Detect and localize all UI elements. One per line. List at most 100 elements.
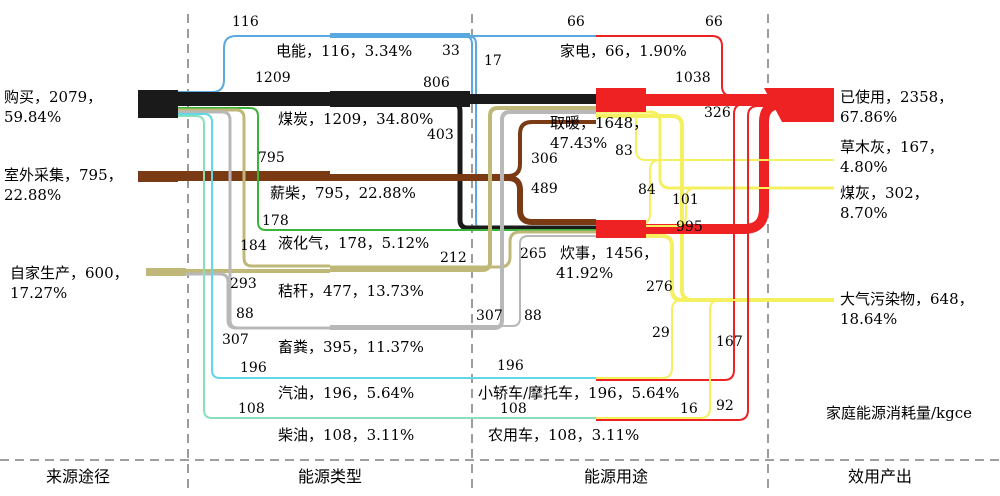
- column-headers: 来源途径 能源类型 能源用途 效用产出: [46, 467, 912, 486]
- out-used-pct: 67.86%: [840, 108, 897, 126]
- val-cook-air: 276: [646, 279, 673, 295]
- col-header-source: 来源途径: [46, 467, 110, 486]
- val-diesel-farm: 108: [500, 401, 527, 417]
- source-self-label: 自家生产，600，: [10, 264, 129, 282]
- val-car-used: 167: [716, 334, 743, 350]
- use-heating-label: 取暖，1648，: [550, 114, 648, 132]
- use-cooking-label: 炊事，1456，: [560, 244, 658, 262]
- type-wood-label: 薪柴，795，22.88%: [270, 184, 416, 202]
- flow-straw-cook: [330, 230, 596, 269]
- node-buy: [138, 90, 178, 118]
- flow-buy-gasoline: [138, 113, 330, 379]
- val-buy-coal: 1209: [255, 70, 291, 86]
- type-gasoline-label: 汽油，196，5.64%: [278, 384, 414, 402]
- flow-buy-electric: [138, 35, 330, 93]
- val-coal-cook: 403: [427, 127, 454, 143]
- val-self-straw: 293: [230, 276, 257, 292]
- out-used-label: 已使用，2358，: [840, 88, 953, 106]
- node-gather: [138, 171, 178, 182]
- val-cook-coalash: 101: [672, 192, 699, 208]
- out-coalash-label: 煤灰，302，: [840, 184, 929, 202]
- use-appliance-label: 家电，66，1.90%: [560, 42, 687, 60]
- use-car-label: 小轿车/摩托车，196，5.64%: [478, 384, 679, 402]
- use-labels: 家电，66，1.90% 取暖，1648， 47.43% 炊事，1456， 41.…: [478, 42, 687, 444]
- flow-cook-woodash: [596, 159, 834, 225]
- flow-farm-used: [596, 105, 834, 421]
- col-header-use: 能源用途: [584, 467, 648, 486]
- val-dung-heat: 307: [476, 308, 503, 324]
- type-electric-label: 电能，116，3.34%: [276, 42, 412, 60]
- source-labels: 购买，2079， 59.84% 室外采集，795， 22.88% 自家生产，60…: [4, 88, 129, 302]
- val-wood-heat: 306: [531, 151, 558, 167]
- val-straw-heat: 265: [520, 246, 547, 262]
- flow-value-labels: 116 1209 795 178 184 293 88 307 196 108 …: [222, 14, 743, 417]
- flow-wood-heat: [330, 120, 596, 178]
- val-farm-air: 16: [680, 401, 698, 417]
- flow-buy-diesel: [138, 115, 330, 419]
- type-lpg-label: 液化气，178，5.12%: [278, 234, 429, 252]
- flow-dung-cook: [330, 235, 596, 327]
- source-buy-pct: 59.84%: [4, 108, 61, 126]
- energy-type-labels: 电能，116，3.34% 煤炭，1209，34.80% 薪柴，795，22.88…: [270, 42, 433, 444]
- val-heat-used: 1038: [675, 70, 711, 86]
- flow-car-used: [596, 103, 834, 381]
- use-heating-pct: 47.43%: [550, 134, 607, 152]
- val-buy-straw: 184: [240, 238, 267, 254]
- val-buy-lpg: 178: [262, 213, 289, 229]
- out-woodash-pct: 4.80%: [840, 158, 888, 176]
- val-buy-dung: 307: [222, 332, 249, 348]
- flow-cook-coalash: [596, 187, 834, 227]
- flow-car-air: [596, 299, 834, 379]
- val-buy-elec: 116: [232, 14, 259, 30]
- type-coal-label: 煤炭，1209，34.80%: [278, 110, 433, 128]
- node-electric: [330, 33, 470, 38]
- flow-dung-heat: [330, 110, 596, 330]
- flow-heat-coalash: [596, 110, 834, 190]
- val-app-used: 66: [705, 14, 723, 30]
- flow-cook-air: [596, 234, 834, 302]
- out-woodash-label: 草木灰，167，: [840, 138, 944, 156]
- source-self-pct: 17.27%: [10, 284, 67, 302]
- node-cooking: [596, 220, 646, 238]
- val-coal-heat: 806: [423, 75, 450, 91]
- val-elec-cook: 17: [484, 53, 502, 69]
- node-heating: [596, 88, 646, 112]
- flow-straw-heat: [330, 106, 596, 272]
- type-dung-label: 畜粪，395，11.37%: [278, 338, 424, 356]
- val-self-dung: 88: [236, 306, 254, 322]
- source-gather-label: 室外采集，795，: [4, 166, 123, 184]
- val-gather-wood: 795: [258, 150, 285, 166]
- val-cook-ash: 84: [638, 182, 656, 198]
- out-coalash-pct: 8.70%: [840, 204, 888, 222]
- val-farm-used: 92: [716, 398, 734, 414]
- val-car-air: 29: [652, 325, 670, 341]
- type-diesel-label: 柴油，108，3.11%: [278, 426, 414, 444]
- flow-wood-cook: [330, 175, 596, 225]
- flow-buy-straw: [138, 108, 330, 268]
- flow-buy-dung: [138, 110, 330, 330]
- col-header-type: 能源类型: [298, 467, 362, 486]
- source-gather-pct: 22.88%: [4, 186, 61, 204]
- val-dung-cook: 88: [524, 308, 542, 324]
- out-air-label: 大气污染物，648，: [840, 290, 974, 308]
- out-air-pct: 18.64%: [840, 310, 897, 328]
- val-heat-air: 326: [704, 105, 731, 121]
- val-lpg-cook: 212: [440, 250, 467, 266]
- used-merge-shape: [764, 88, 834, 122]
- val-wood-cook: 489: [531, 181, 558, 197]
- col-header-output: 效用产出: [848, 467, 912, 486]
- flow-farm-air: [596, 299, 834, 419]
- use-cooking-pct: 41.92%: [556, 264, 613, 282]
- val-gas-car: 196: [497, 358, 524, 374]
- node-bars: [138, 33, 646, 276]
- unit-note: 家庭能源消耗量/kgce: [826, 404, 972, 422]
- output-labels: 已使用，2358， 67.86% 草木灰，167， 4.80% 煤灰，302， …: [840, 88, 974, 328]
- val-buy-gas: 196: [240, 360, 267, 376]
- type-straw-label: 秸秆，477，13.73%: [278, 282, 424, 300]
- node-self: [146, 268, 186, 276]
- val-cook-used: 995: [676, 219, 703, 235]
- val-buy-diesel: 108: [238, 401, 265, 417]
- val-elec-heat: 33: [442, 43, 460, 59]
